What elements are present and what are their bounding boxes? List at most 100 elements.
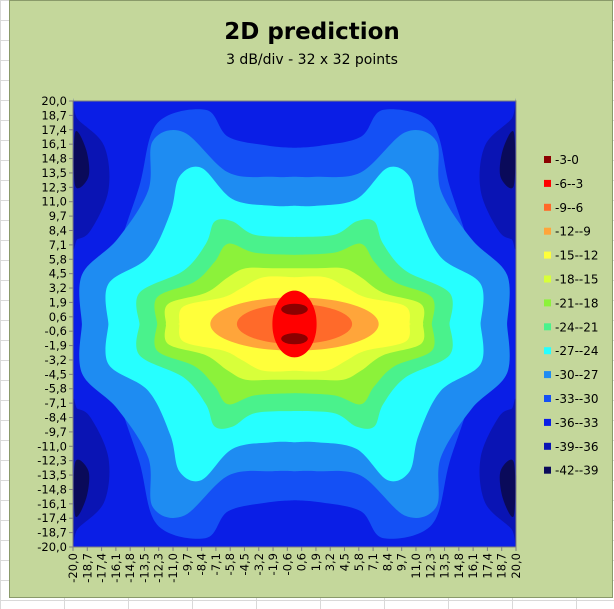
x-tick-label: 14,8 xyxy=(452,553,466,579)
legend-swatch xyxy=(544,299,551,307)
x-tick-label: 18,7 xyxy=(495,553,509,579)
contour-level xyxy=(281,303,308,315)
y-tick-label: 11,0 xyxy=(41,195,67,209)
legend-label: -36--33 xyxy=(555,416,599,430)
x-tick-label: 12,3 xyxy=(423,553,437,579)
x-tick-label: -14,8 xyxy=(123,553,137,583)
contour-level xyxy=(499,459,516,518)
x-tick-label: 16,1 xyxy=(466,553,480,579)
legend-label: -39--36 xyxy=(555,440,599,454)
legend-label: -27--24 xyxy=(555,344,599,358)
chart-title: 2D prediction xyxy=(224,19,400,45)
y-tick-label: -7,1 xyxy=(45,396,67,410)
chart-area[interactable]: 2D prediction 3 dB/div - 32 x 32 points … xyxy=(9,0,613,598)
y-tick-label: 5,8 xyxy=(49,252,67,266)
y-tick-label: -12,3 xyxy=(37,454,67,468)
legend-label: -9--6 xyxy=(555,201,583,215)
x-tick-label: -3,2 xyxy=(252,553,266,575)
legend-swatch xyxy=(544,466,551,474)
x-tick-label: -7,1 xyxy=(209,553,223,575)
x-axis-ticks: -20,0 -18,7 -17,4 -16,1 -14,8 -13,5 -12,3 -11,0… xyxy=(66,547,523,583)
y-tick-label: -14,8 xyxy=(37,482,67,496)
legend-label: -3-0 xyxy=(555,153,579,167)
x-tick-label: -0,6 xyxy=(280,553,294,575)
x-tick-label: 8,4 xyxy=(380,553,394,571)
x-tick-label: 1,9 xyxy=(309,553,323,571)
legend-swatch xyxy=(544,203,551,211)
x-tick-label: 5,8 xyxy=(352,553,366,571)
legend-swatch xyxy=(544,371,551,379)
contour-level xyxy=(479,398,517,550)
y-tick-label: 9,7 xyxy=(49,209,67,223)
contour-level xyxy=(479,98,517,250)
contour-level xyxy=(73,130,90,189)
x-tick-label: 20,0 xyxy=(509,553,523,579)
y-tick-label: -16,1 xyxy=(37,497,67,511)
y-tick-label: -17,4 xyxy=(37,511,67,525)
legend-swatch xyxy=(544,395,551,402)
legend-swatch xyxy=(544,156,551,163)
y-tick-label: -13,5 xyxy=(37,468,67,482)
x-tick-label: -1,9 xyxy=(266,553,280,575)
x-tick-label: -12,3 xyxy=(152,553,166,583)
x-tick-label: -8,4 xyxy=(195,553,209,575)
x-tick-label: -4,5 xyxy=(237,553,251,575)
x-tick-label: 11,0 xyxy=(409,553,423,579)
y-tick-label: 14,8 xyxy=(41,152,67,166)
legend-label: -21--18 xyxy=(555,296,599,310)
y-tick-label: -9,7 xyxy=(45,425,67,439)
legend-label: -15--12 xyxy=(555,249,599,263)
y-tick-label: 0,6 xyxy=(49,310,67,324)
contour-level xyxy=(499,130,516,189)
y-tick-label: 8,4 xyxy=(49,223,67,237)
legend-swatch xyxy=(544,347,551,355)
y-tick-label: -8,4 xyxy=(45,411,67,425)
y-tick-label: -20,0 xyxy=(37,540,67,554)
x-tick-label: 17,4 xyxy=(480,553,494,579)
y-tick-label: 1,9 xyxy=(49,295,67,309)
legend-label: -12--9 xyxy=(555,225,591,239)
y-tick-label: 7,1 xyxy=(49,238,67,252)
plot-frame xyxy=(72,100,517,548)
x-tick-label: 9,7 xyxy=(395,553,409,571)
x-tick-label: -20,0 xyxy=(66,553,80,583)
y-tick-label: 20,0 xyxy=(41,94,67,108)
y-tick-label: 16,1 xyxy=(41,137,67,151)
legend-label: -30--27 xyxy=(555,368,599,382)
chart-subtitle: 3 dB/div - 32 x 32 points xyxy=(226,52,398,68)
legend: -3-0 -6--3 -9--6 -12--9 -15--12 -18--15 -21--1… xyxy=(544,153,599,478)
contour-plot: 20,018,717,416,114,813,512,311,09,78,47,… xyxy=(37,94,599,583)
y-tick-label: 13,5 xyxy=(41,166,67,180)
legend-swatch xyxy=(544,418,551,426)
y-tick-label: -4,5 xyxy=(45,367,67,381)
y-tick-label: -1,9 xyxy=(45,339,67,353)
y-tick-label: 12,3 xyxy=(41,180,67,194)
x-tick-label: -16,1 xyxy=(109,553,123,583)
x-tick-label: -9,7 xyxy=(180,553,194,575)
legend-swatch xyxy=(544,227,551,235)
legend-label: -6--3 xyxy=(555,177,583,191)
y-tick-label: -0,6 xyxy=(45,324,67,338)
y-tick-label: 17,4 xyxy=(41,123,67,137)
y-tick-label: -5,8 xyxy=(45,382,67,396)
contour-level xyxy=(73,459,90,518)
x-tick-label: 7,1 xyxy=(366,553,380,571)
y-tick-label: 4,5 xyxy=(49,267,67,281)
x-tick-label: -18,7 xyxy=(80,553,94,583)
legend-label: -42--39 xyxy=(555,464,599,478)
x-tick-label: -13,5 xyxy=(137,553,151,583)
x-tick-label: -11,0 xyxy=(166,553,180,583)
contour-level xyxy=(272,290,317,358)
y-tick-label: -3,2 xyxy=(45,353,67,367)
legend-swatch xyxy=(544,179,551,187)
y-axis-ticks: 20,018,717,416,114,813,512,311,09,78,47,… xyxy=(37,94,73,554)
legend-swatch xyxy=(544,251,551,259)
legend-swatch xyxy=(544,323,551,331)
contour-level xyxy=(72,398,110,550)
x-tick-label: -5,8 xyxy=(223,553,237,575)
x-tick-label: 13,5 xyxy=(438,553,452,579)
legend-label: -33--30 xyxy=(555,392,599,406)
x-tick-label: 4,5 xyxy=(338,553,352,571)
x-tick-label: -17,4 xyxy=(95,553,109,583)
y-tick-label: -11,0 xyxy=(37,439,67,453)
